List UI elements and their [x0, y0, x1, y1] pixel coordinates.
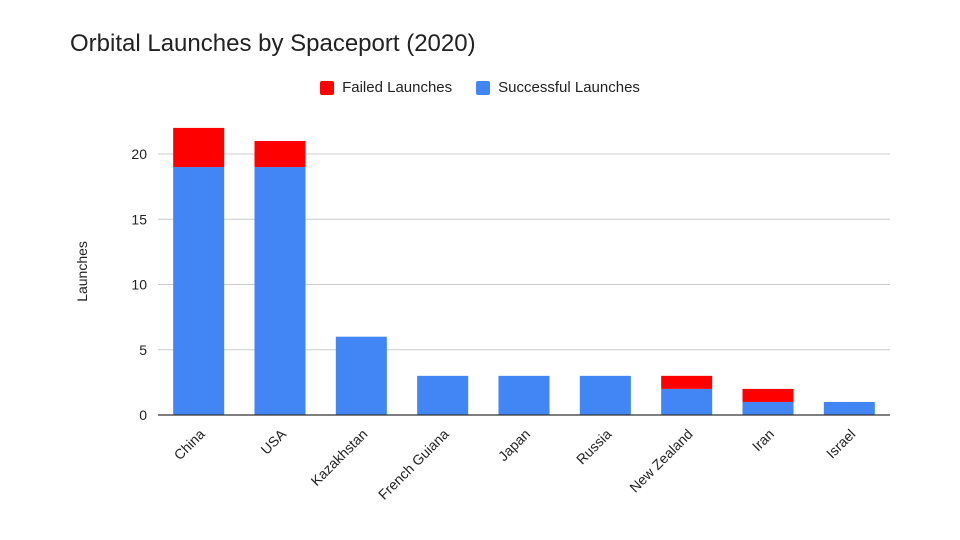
bar-successful-israel [823, 401, 875, 415]
bar-successful-japan [498, 375, 550, 415]
x-tick-label-kazakhstan: Kazakhstan [307, 426, 370, 489]
x-tick-label-russia: Russia [573, 426, 615, 468]
bar-failed-iran [742, 388, 794, 402]
bar-successful-iran [742, 401, 794, 415]
x-tick-label-japan: Japan [495, 426, 533, 464]
y-tick-label-20: 20 [131, 146, 147, 162]
y-tick-label-5: 5 [139, 342, 147, 358]
y-tick-label-0: 0 [139, 407, 147, 423]
bar-successful-kazakhstan [335, 336, 387, 415]
x-tick-label-israel: Israel [823, 426, 859, 462]
x-tick-label-french-guiana: French Guiana [375, 426, 452, 503]
bar-successful-new-zealand [661, 388, 713, 415]
y-tick-label-10: 10 [131, 277, 147, 293]
x-tick-label-new-zealand: New Zealand [626, 426, 696, 496]
bar-successful-china [173, 167, 225, 415]
y-tick-label-15: 15 [131, 211, 147, 227]
chart-title: Orbital Launches by Spaceport (2020) [70, 30, 476, 57]
legend-item-successful: Successful Launches [476, 79, 640, 96]
bar-failed-china [173, 127, 225, 168]
bar-successful-russia [579, 375, 631, 415]
legend-label-failed: Failed Launches [342, 79, 453, 96]
y-axis-label: Launches [74, 241, 90, 302]
bar-successful-usa [254, 167, 306, 415]
legend-label-successful: Successful Launches [498, 79, 640, 96]
legend-swatch-successful [476, 80, 491, 95]
x-tick-label-usa: USA [257, 425, 289, 457]
legend-item-failed: Failed Launches [320, 79, 452, 96]
legend: Failed Launches Successful Launches [0, 79, 960, 96]
bar-successful-french-guiana [417, 375, 469, 415]
x-tick-label-iran: Iran [749, 426, 777, 454]
legend-swatch-failed [320, 80, 335, 95]
bar-failed-usa [254, 140, 306, 168]
bar-failed-new-zealand [661, 375, 713, 389]
x-tick-label-china: China [171, 426, 208, 463]
